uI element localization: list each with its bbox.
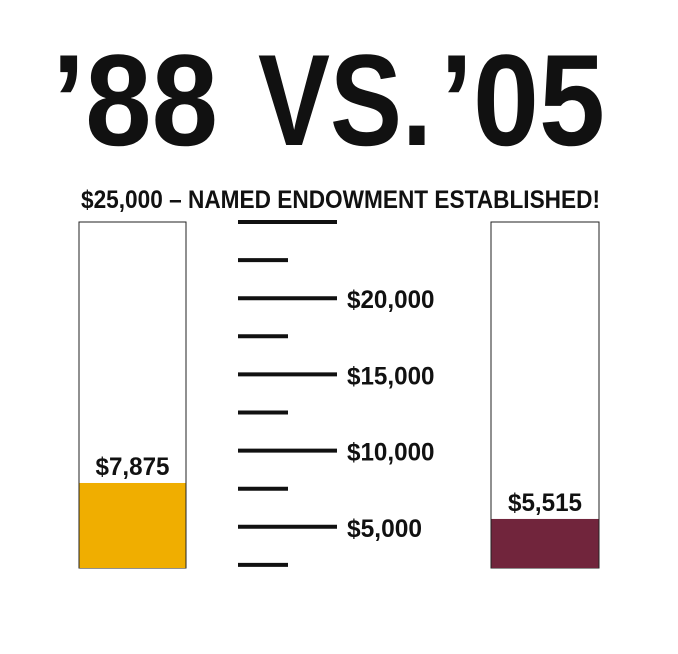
bar	[79, 482, 186, 568]
title-part: ’88	[52, 27, 218, 173]
title-part: ’05	[440, 27, 605, 173]
goal-label: $25,000 – NAMED ENDOWMENT ESTABLISHED!	[81, 186, 600, 214]
value-label: $5,515	[508, 489, 582, 517]
y-tick-label: $5,000	[347, 515, 422, 543]
right-thermometer	[490, 221, 600, 569]
title-part: VS.	[258, 27, 432, 173]
y-tick-label: $10,000	[347, 439, 435, 467]
y-tick-label: $20,000	[347, 286, 435, 314]
value-label: $7,875	[96, 453, 170, 481]
bar	[491, 518, 599, 568]
y-tick-label: $15,000	[347, 362, 435, 390]
